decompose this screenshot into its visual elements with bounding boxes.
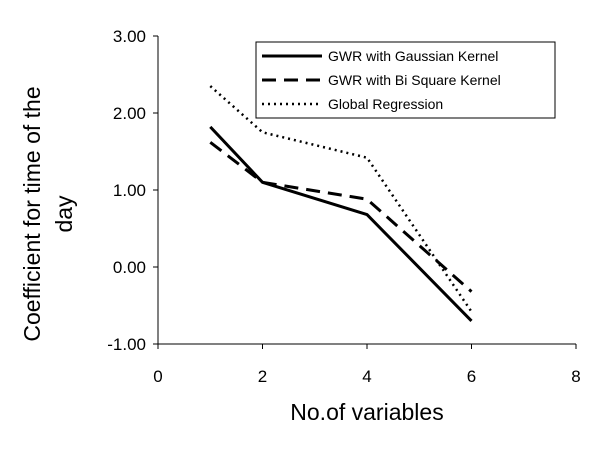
x-tick-label: 0 [153, 367, 162, 386]
series-layer [209, 85, 473, 322]
legend-label-1: GWR with Gaussian Kernel [328, 48, 498, 64]
y-axis-title-line-2: day [51, 195, 77, 233]
series-line-2 [209, 141, 473, 293]
legend-label-2: GWR with Bi Square Kernel [328, 72, 501, 88]
x-tick-label: 4 [362, 367, 371, 386]
x-tick-label: 2 [258, 367, 267, 386]
legend: GWR with Gaussian Kernel GWR with Bi Squa… [255, 41, 556, 119]
series-line-3 [209, 85, 473, 313]
y-axis-ticks: -1.00 0.00 1.00 2.00 3.00 [107, 27, 158, 354]
y-tick-label: 1.00 [113, 181, 146, 200]
x-tick-label: 8 [571, 367, 580, 386]
y-axis-title-line-1: Coefficient for time of the [19, 86, 45, 341]
y-tick-label: -1.00 [107, 335, 146, 354]
y-tick-label: 2.00 [113, 104, 146, 123]
x-axis-title: No.of variables [290, 399, 443, 425]
x-tick-label: 6 [467, 367, 476, 386]
series-line-1 [209, 125, 473, 322]
y-tick-label: 0.00 [113, 258, 146, 277]
x-axis-ticks: 0 2 4 6 8 [153, 344, 581, 386]
y-tick-label: 3.00 [113, 27, 146, 46]
legend-label-3: Global Regression [328, 96, 443, 112]
